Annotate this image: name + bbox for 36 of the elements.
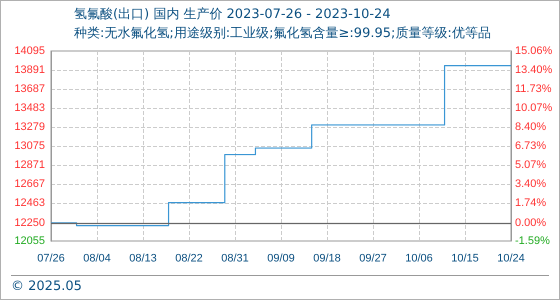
y2-tick-label: 0.00% [515, 216, 546, 229]
text: © 2025.05 [11, 279, 82, 294]
x-tick-label: 08/22 [175, 252, 203, 264]
x-tick-label: 08/04 [83, 252, 111, 264]
x-tick-label: 07/26 [37, 252, 65, 264]
y2-tick-label: 11.73% [515, 83, 552, 95]
y2-tick-label: 8.40% [515, 121, 546, 133]
y2-tick-label: -1.59% [515, 235, 550, 247]
y-tick-label: 14095 [14, 45, 45, 57]
y-tick-label: 12250 [14, 216, 45, 229]
chart-subtitle: 种类:无水氟化氢;用途级别:工业级;氟化氢含量≥:99.95;质量等级:优等品 [74, 26, 491, 41]
y2-tick-label: 5.07% [515, 159, 546, 171]
y-tick-label: 12463 [14, 197, 45, 209]
x-tick-label: 09/18 [313, 252, 341, 264]
y-tick-label: 12871 [14, 159, 45, 171]
y2-tick-label: 6.73% [515, 140, 546, 152]
y-tick-label: 13891 [14, 64, 45, 76]
y2-tick-label: 10.07% [515, 102, 553, 114]
x-tick-label: 10/15 [451, 252, 479, 264]
y-tick-label: 12667 [14, 178, 45, 190]
y-tick-label: 13483 [14, 102, 45, 114]
y-tick-label: 12055 [14, 235, 45, 247]
x-tick-label: 09/09 [267, 252, 295, 264]
x-tick-label: 08/31 [221, 252, 249, 264]
x-tick-label: 09/27 [359, 252, 387, 264]
chart-title: 氢氟酸(出口) 国内 生产价 2023-07-26 - 2023-10-24 [74, 7, 391, 22]
y2-tick-label: 15.06% [515, 45, 553, 57]
x-tick-label: 08/13 [129, 252, 157, 264]
x-tick-label: 10/06 [405, 252, 433, 264]
y2-tick-label: 1.74% [515, 197, 546, 209]
y2-tick-label: 13.40% [515, 64, 553, 76]
y-tick-label: 13687 [14, 83, 45, 95]
x-tick-label: 10/24 [497, 252, 525, 264]
y-tick-label: 13279 [14, 121, 45, 133]
y2-tick-label: 3.40% [515, 178, 546, 190]
y-tick-label: 13075 [14, 140, 45, 152]
